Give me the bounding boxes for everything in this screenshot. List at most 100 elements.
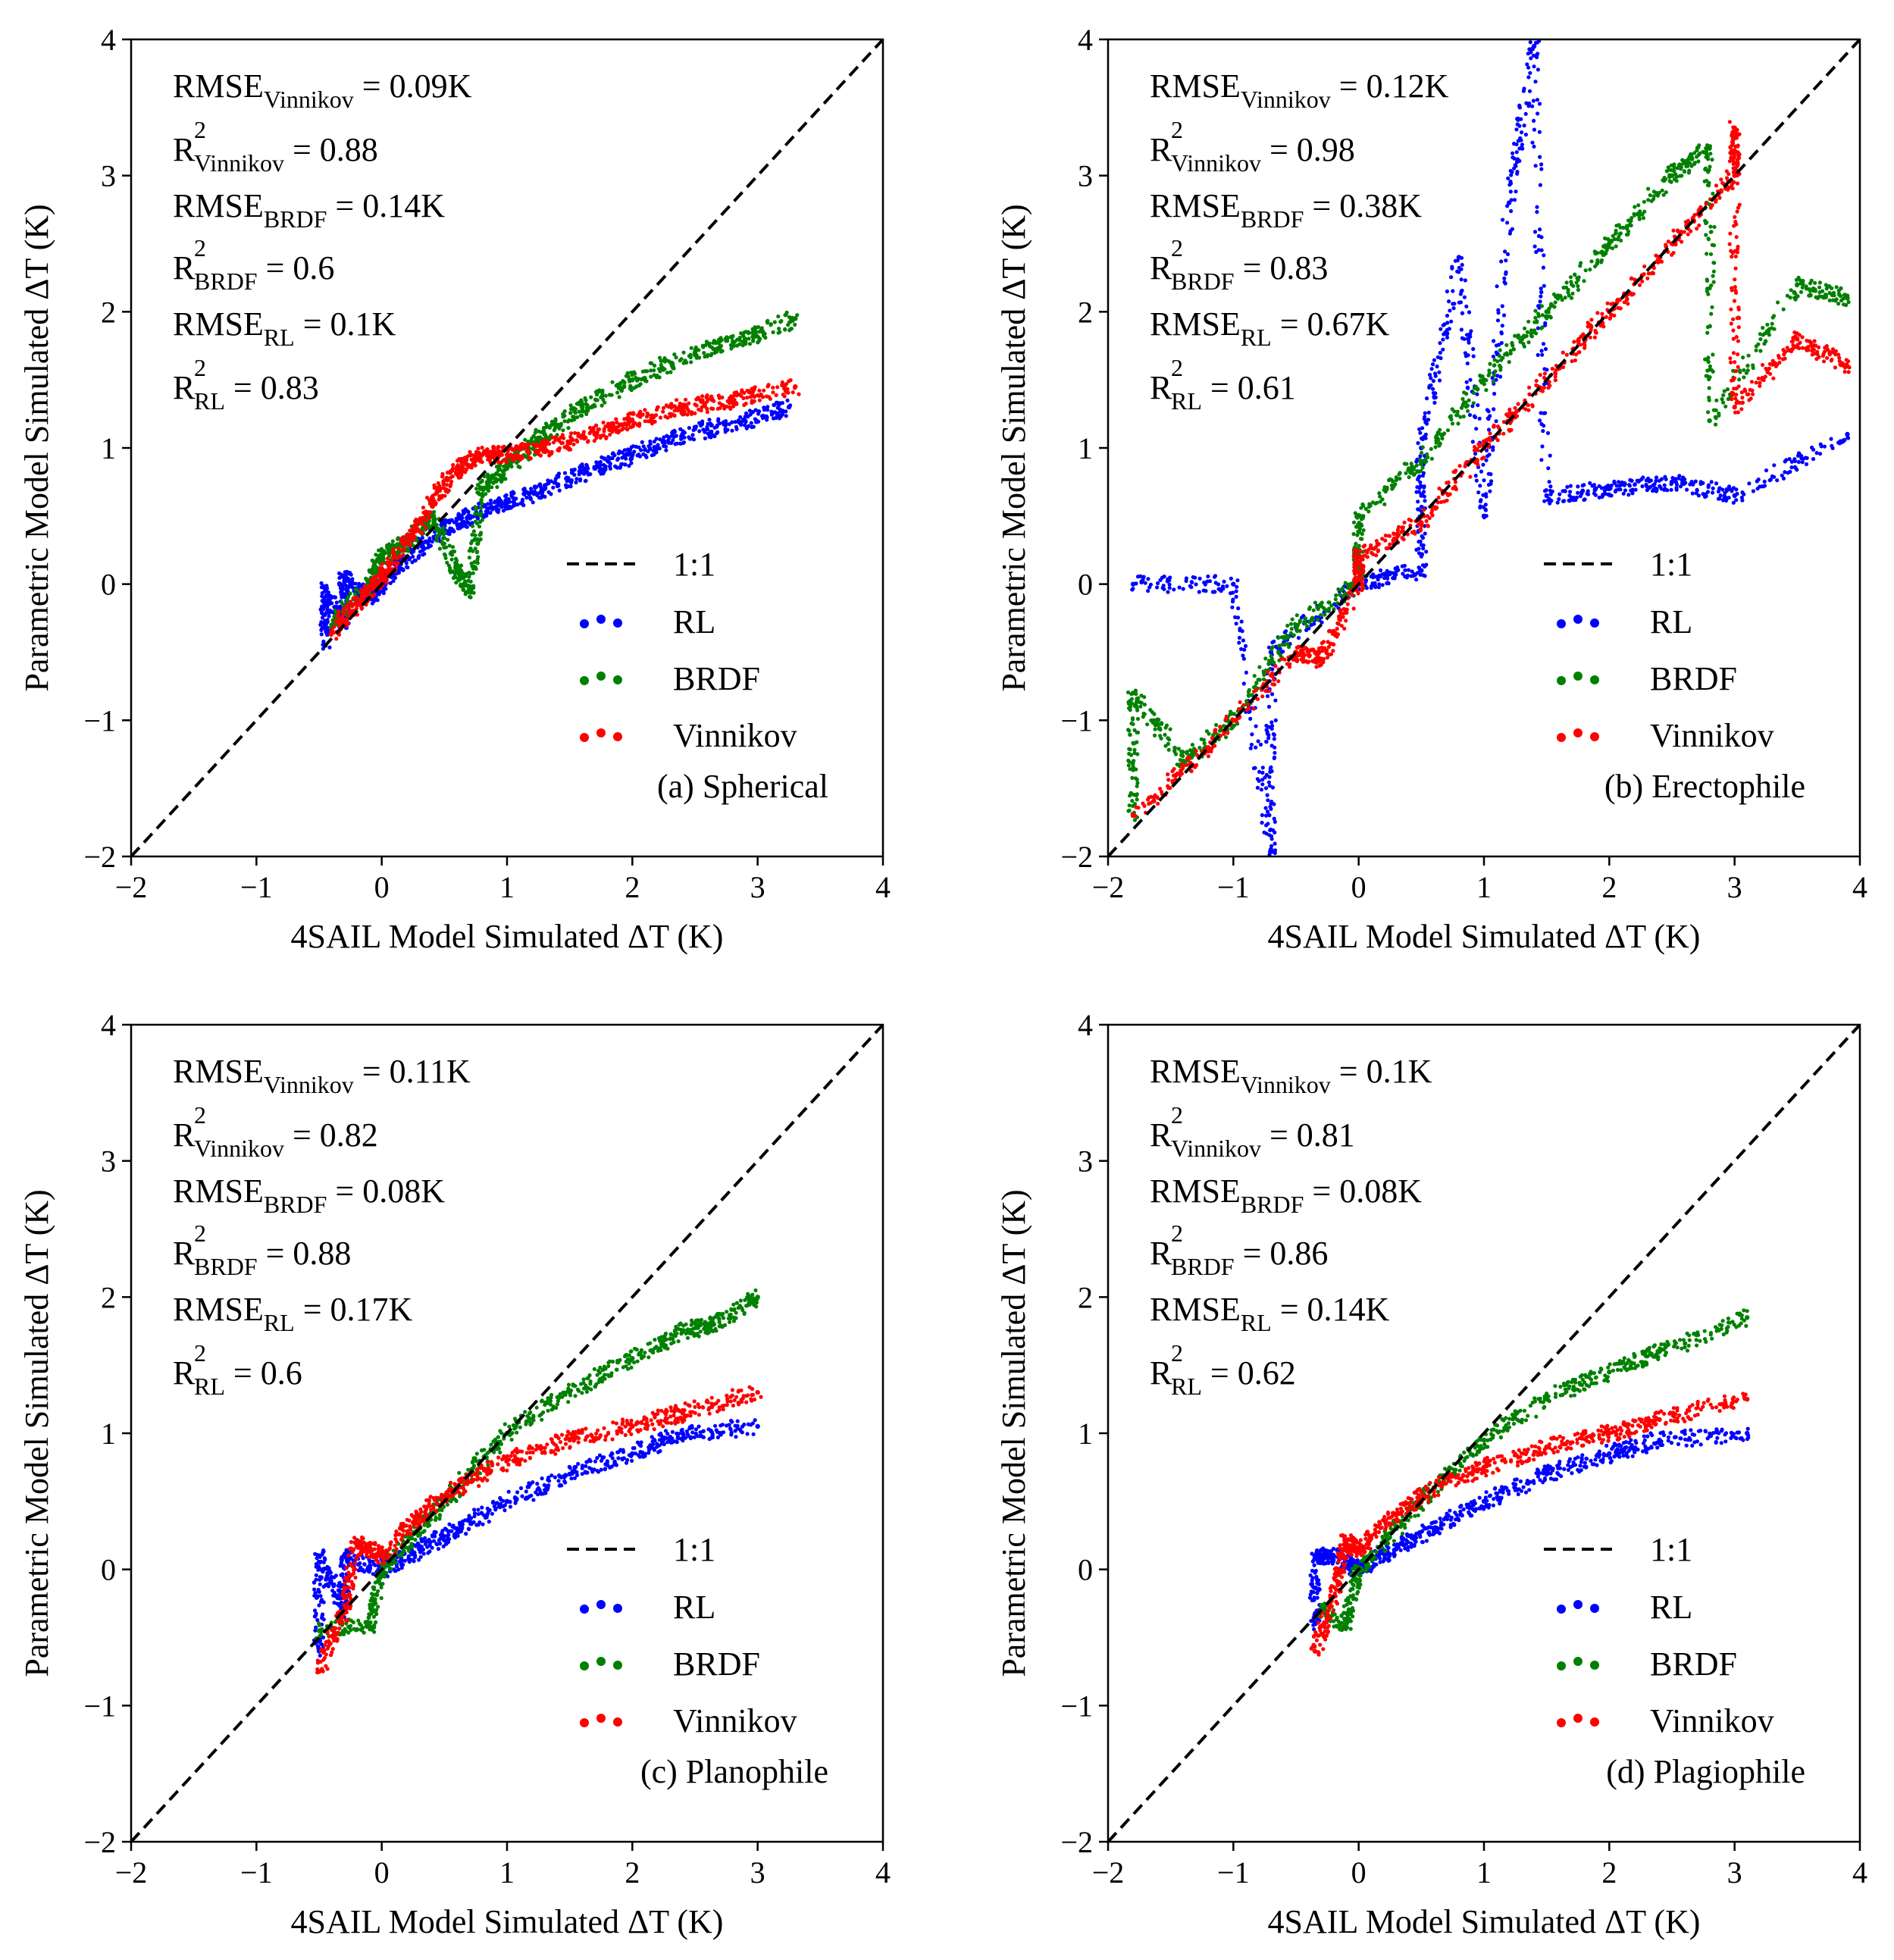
data-point — [547, 453, 552, 458]
data-point — [531, 500, 535, 505]
data-point — [1407, 475, 1411, 480]
data-point — [543, 494, 547, 499]
data-point — [1266, 659, 1271, 663]
data-point — [1541, 342, 1546, 346]
data-point — [1542, 382, 1547, 387]
data-point — [394, 556, 399, 561]
data-point — [1484, 458, 1489, 462]
data-point — [1241, 656, 1246, 661]
data-point — [1560, 298, 1564, 302]
data-point — [484, 492, 488, 496]
data-point — [1475, 392, 1479, 396]
data-point — [1576, 287, 1580, 293]
data-point — [1555, 500, 1560, 505]
data-point — [1804, 462, 1809, 467]
y-tick-label: −2 — [83, 840, 116, 874]
data-point — [637, 454, 643, 459]
data-point — [1640, 484, 1645, 489]
data-point — [459, 472, 464, 477]
data-point — [1659, 487, 1664, 491]
data-point — [784, 310, 789, 315]
data-point — [1707, 418, 1712, 424]
data-point — [630, 378, 634, 383]
data-point — [385, 556, 390, 561]
data-point — [1135, 730, 1141, 735]
data-point — [772, 402, 777, 408]
data-point — [1465, 403, 1470, 408]
data-point — [1532, 144, 1536, 149]
data-point — [1260, 820, 1264, 825]
data-point — [1298, 628, 1302, 634]
data-point — [496, 444, 501, 449]
data-point — [593, 423, 599, 428]
data-point — [442, 541, 447, 546]
data-point — [1500, 304, 1504, 308]
data-point — [1380, 497, 1385, 502]
data-point — [1207, 579, 1212, 584]
data-point — [1718, 493, 1723, 498]
data-point — [1796, 459, 1801, 465]
data-point — [1657, 478, 1661, 483]
data-point — [1412, 571, 1417, 577]
data-point — [1382, 576, 1387, 581]
x-tick-label: 2 — [625, 870, 640, 904]
data-point — [1508, 351, 1513, 355]
data-point — [320, 615, 325, 620]
data-point — [1735, 491, 1739, 496]
data-point — [1360, 531, 1364, 537]
data-point — [589, 395, 593, 399]
data-point — [1569, 280, 1573, 284]
data-point — [379, 546, 384, 551]
data-point — [613, 464, 618, 468]
data-point — [1531, 45, 1536, 50]
data-point — [693, 411, 697, 415]
data-point — [1665, 488, 1670, 493]
data-point — [543, 443, 548, 447]
data-point — [699, 408, 703, 413]
data-point — [541, 428, 546, 433]
data-point — [1513, 333, 1517, 338]
data-point — [1501, 218, 1505, 222]
data-point — [1543, 314, 1548, 319]
data-point — [363, 593, 368, 598]
data-point — [1504, 270, 1508, 274]
data-point — [512, 453, 518, 458]
data-point — [1708, 164, 1712, 169]
data-point — [1270, 692, 1275, 697]
data-point — [1583, 497, 1587, 502]
data-point — [675, 406, 679, 411]
data-point — [1241, 638, 1245, 643]
data-point — [459, 521, 465, 526]
data-point — [1254, 724, 1258, 728]
data-point — [1239, 647, 1244, 651]
data-point — [741, 396, 746, 401]
data-point — [1272, 733, 1276, 737]
data-point — [759, 326, 764, 330]
data-point — [771, 390, 775, 395]
data-point — [1269, 801, 1273, 806]
data-point — [1246, 693, 1251, 697]
data-point — [1537, 102, 1542, 106]
data-point — [399, 548, 404, 553]
data-point — [1194, 582, 1198, 587]
data-point — [1491, 445, 1495, 449]
data-point — [1535, 205, 1539, 209]
data-point — [471, 571, 475, 575]
data-point — [1595, 258, 1600, 262]
data-point — [685, 412, 690, 417]
data-point — [1786, 471, 1790, 475]
data-point — [1185, 750, 1189, 754]
data-point — [449, 518, 453, 523]
data-point — [1485, 416, 1490, 421]
data-point — [569, 418, 574, 423]
data-point — [433, 492, 437, 496]
data-point — [596, 427, 602, 432]
data-point — [1513, 163, 1517, 168]
data-point — [785, 398, 790, 403]
data-point — [1586, 492, 1591, 496]
data-point — [1135, 752, 1140, 756]
data-point — [1483, 503, 1488, 507]
data-point — [1488, 362, 1492, 366]
data-point — [1181, 754, 1185, 759]
